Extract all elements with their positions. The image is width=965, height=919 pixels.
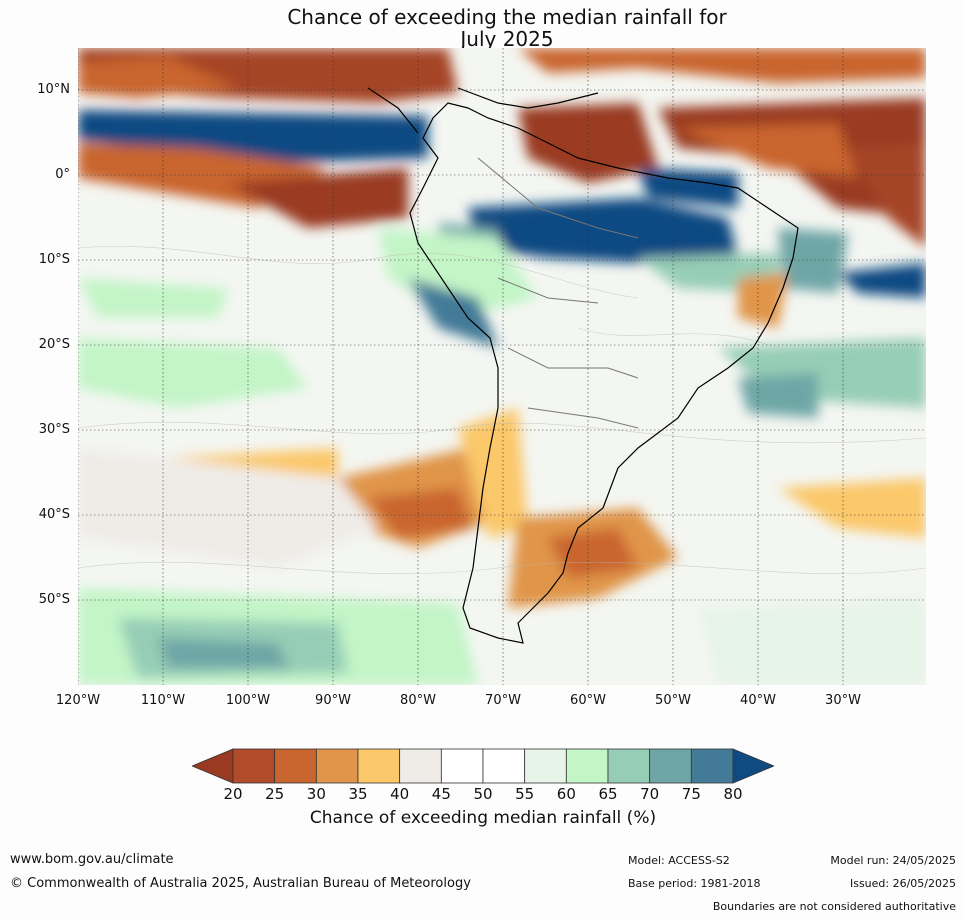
- colorbar-cell: [565, 748, 609, 784]
- footer-base-period: Base period: 1981-2018: [628, 877, 761, 890]
- footer-website: www.bom.gov.au/climate: [10, 852, 174, 867]
- colorbar-extend-high: [732, 748, 774, 784]
- colorbar-cell: [607, 748, 651, 784]
- footer-disclaimer: Boundaries are not considered authoritat…: [712, 900, 956, 913]
- colorbar-cell: [690, 748, 734, 784]
- footer-model-run: Model run: 24/05/2025: [830, 854, 956, 867]
- map-title-line2: July 2025: [460, 27, 554, 51]
- lat-label-0: 0°: [55, 167, 70, 182]
- colorbar-tick-label: 35: [348, 785, 368, 803]
- colorbar-tick-label: 75: [681, 785, 701, 803]
- colorbar-cell: [274, 748, 317, 784]
- colorbar-cell: [357, 748, 401, 784]
- colorbar-tick-label: 30: [306, 785, 326, 803]
- colorbar-tick-label: 65: [598, 785, 618, 803]
- colorbar-tick-label: 50: [473, 785, 493, 803]
- colorbar-cell: [399, 748, 442, 784]
- lat-label-10n: 10°N: [37, 82, 70, 97]
- colorbar-cell: [482, 748, 526, 784]
- lat-label-20s: 20°S: [38, 337, 70, 352]
- colorbar-title: Chance of exceeding median rainfall (%): [309, 808, 657, 828]
- colorbar-tick-label: 60: [556, 785, 576, 803]
- lon-label-90w: 90°W: [315, 693, 351, 708]
- lat-label-10s: 10°S: [38, 252, 70, 267]
- colorbar: [192, 748, 774, 784]
- lon-label-110w: 110°W: [140, 693, 186, 708]
- footer-copyright: © Commonwealth of Australia 2025, Austra…: [10, 876, 471, 891]
- colorbar-cell: [440, 748, 484, 784]
- colorbar-tick-label: 70: [640, 785, 660, 803]
- lon-label-70w: 70°W: [485, 693, 521, 708]
- lon-label-100w: 100°W: [225, 693, 271, 708]
- footer-model: Model: ACCESS-S2: [628, 854, 730, 867]
- lat-label-40s: 40°S: [38, 507, 70, 522]
- lat-label-50s: 50°S: [38, 592, 70, 607]
- colorbar-cell: [315, 748, 359, 784]
- colorbar-tick-label: 40: [390, 785, 410, 803]
- lon-label-50w: 50°W: [655, 693, 691, 708]
- colorbar-cell: [524, 748, 567, 784]
- lon-label-60w: 60°W: [570, 693, 606, 708]
- colorbar-extend-low: [192, 748, 234, 784]
- lon-label-80w: 80°W: [400, 693, 436, 708]
- rainfall-map: [78, 48, 926, 685]
- colorbar-tick-label: 80: [723, 785, 743, 803]
- lat-label-30s: 30°S: [38, 422, 70, 437]
- colorbar-tick-label: 55: [515, 785, 535, 803]
- colorbar-tick-label: 45: [431, 785, 451, 803]
- footer-issued: Issued: 26/05/2025: [849, 877, 956, 890]
- map-title-line1: Chance of exceeding the median rainfall …: [287, 5, 727, 29]
- lon-label-40w: 40°W: [740, 693, 776, 708]
- colorbar-tick-label: 20: [223, 785, 243, 803]
- lon-label-30w: 30°W: [825, 693, 861, 708]
- lon-label-120w: 120°W: [55, 693, 101, 708]
- colorbar-cell: [649, 748, 692, 784]
- colorbar-tick-label: 25: [265, 785, 285, 803]
- colorbar-cell: [232, 748, 276, 784]
